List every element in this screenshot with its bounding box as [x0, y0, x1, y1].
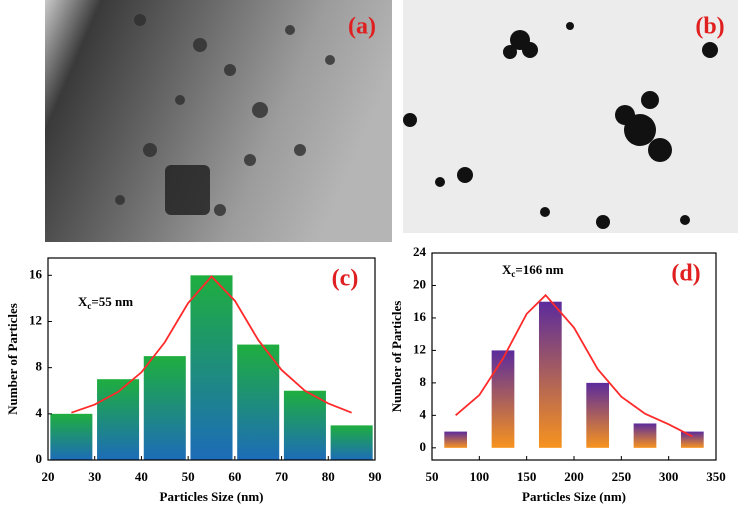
y-tick-label: 16 — [413, 309, 427, 324]
bar — [444, 431, 468, 448]
tem-image-b — [403, 0, 738, 233]
y-axis-label: Number of Particles — [5, 303, 20, 415]
panel-label: (c) — [332, 266, 359, 292]
y-tick-label: 8 — [36, 359, 43, 374]
y-tick-label: 20 — [413, 276, 426, 291]
x-tick-label: 100 — [470, 469, 490, 484]
tem-image-a — [45, 0, 392, 242]
x-tick-label: 150 — [517, 469, 537, 484]
x-tick-label: 350 — [706, 469, 726, 484]
bar — [330, 425, 373, 460]
bar — [538, 301, 562, 448]
y-tick-label: 0 — [420, 439, 427, 454]
annotation-main: X — [502, 262, 512, 277]
annotation-sub: c — [87, 301, 91, 311]
annotation-rest: =55 nm — [91, 294, 133, 309]
fit-curve — [71, 275, 352, 414]
y-tick-label: 12 — [413, 341, 426, 356]
bar — [237, 344, 280, 460]
annotation: Xc=55 nm — [78, 294, 133, 311]
annotation-rest: =166 nm — [515, 262, 563, 277]
annotation: Xc=166 nm — [502, 262, 564, 279]
x-tick-label: 60 — [228, 469, 241, 484]
y-axis-label: Number of Particles — [389, 301, 404, 413]
annotation-main: X — [78, 294, 88, 309]
y-tick-label: 16 — [29, 266, 43, 281]
y-tick-label: 12 — [29, 312, 42, 327]
x-axis-label: Particles Size (nm) — [522, 489, 626, 504]
annotation-sub: c — [511, 269, 515, 279]
x-tick-label: 70 — [275, 469, 288, 484]
y-tick-label: 0 — [36, 451, 43, 466]
bar — [283, 390, 326, 460]
plot-frame — [47, 257, 376, 461]
x-tick-label: 50 — [182, 469, 195, 484]
bar — [143, 356, 186, 460]
y-tick-label: 4 — [36, 405, 43, 420]
panel-label: (b) — [695, 14, 724, 40]
fit-curve — [455, 293, 693, 438]
x-tick-label: 300 — [659, 469, 679, 484]
bar — [50, 413, 93, 460]
y-tick-label: 24 — [413, 244, 427, 259]
panel-label: (a) — [348, 14, 376, 40]
x-tick-label: 40 — [135, 469, 148, 484]
panel-label: (d) — [671, 261, 700, 287]
x-tick-label: 20 — [42, 469, 55, 484]
y-tick-label: 4 — [420, 406, 427, 421]
bar — [586, 382, 610, 448]
x-axis-label: Particles Size (nm) — [160, 489, 264, 504]
bar — [633, 423, 657, 448]
x-tick-label: 80 — [322, 469, 335, 484]
x-tick-label: 50 — [426, 469, 439, 484]
x-tick-label: 30 — [88, 469, 101, 484]
x-tick-label: 90 — [369, 469, 382, 484]
y-tick-label: 8 — [420, 374, 427, 389]
x-tick-label: 250 — [612, 469, 632, 484]
bar — [190, 275, 233, 460]
bar — [491, 350, 515, 448]
x-tick-label: 200 — [564, 469, 584, 484]
bar — [680, 431, 704, 448]
